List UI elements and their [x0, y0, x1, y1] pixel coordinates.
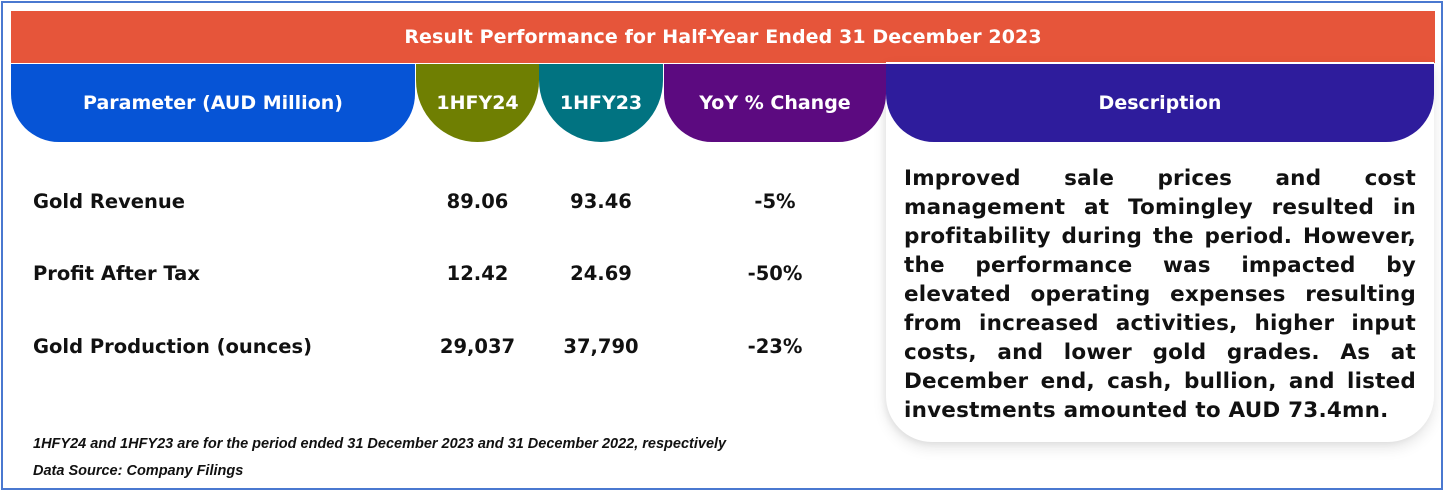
- row-1hfy23-value: 24.69: [570, 262, 632, 285]
- header-description: Description: [886, 64, 1434, 142]
- row-parameter: Gold Production (ounces): [33, 335, 312, 358]
- row-1hfy23-value: 93.46: [570, 190, 632, 213]
- header-parameter: Parameter (AUD Million): [11, 64, 415, 142]
- header-1hfy24-label: 1HFY24: [436, 92, 519, 114]
- table-row: Profit After Tax 12.42 24.69 -50%: [0, 262, 880, 292]
- row-1hfy24-value: 89.06: [446, 190, 509, 213]
- row-yoy-value: -50%: [747, 262, 803, 285]
- row-yoy-value: -23%: [747, 335, 803, 358]
- period-footnote: 1HFY24 and 1HFY23 are for the period end…: [33, 436, 727, 452]
- header-description-label: Description: [1098, 92, 1222, 114]
- row-1hfy23-value: 37,790: [563, 335, 639, 358]
- row-parameter: Gold Revenue: [33, 190, 186, 213]
- page-title: Result Performance for Half-Year Ended 3…: [404, 26, 1042, 48]
- header-parameter-label: Parameter (AUD Million): [83, 92, 343, 114]
- table-row: Gold Production (ounces) 29,037 37,790 -…: [0, 335, 880, 365]
- data-source-footnote: Data Source: Company Filings: [33, 463, 244, 479]
- header-1hfy23-label: 1HFY23: [559, 92, 643, 114]
- header-yoy-change: YoY % Change: [664, 64, 886, 142]
- table-row: Gold Revenue 89.06 93.46 -5%: [0, 190, 880, 220]
- title-bar: Result Performance for Half-Year Ended 3…: [11, 11, 1435, 63]
- row-1hfy24-value: 29,037: [439, 335, 516, 358]
- row-parameter: Profit After Tax: [33, 262, 200, 285]
- header-yoy-label: YoY % Change: [699, 92, 851, 114]
- description-text: Improved sale prices and cost management…: [904, 166, 1416, 423]
- row-yoy-value: -5%: [754, 190, 796, 213]
- row-1hfy24-value: 12.42: [446, 262, 509, 285]
